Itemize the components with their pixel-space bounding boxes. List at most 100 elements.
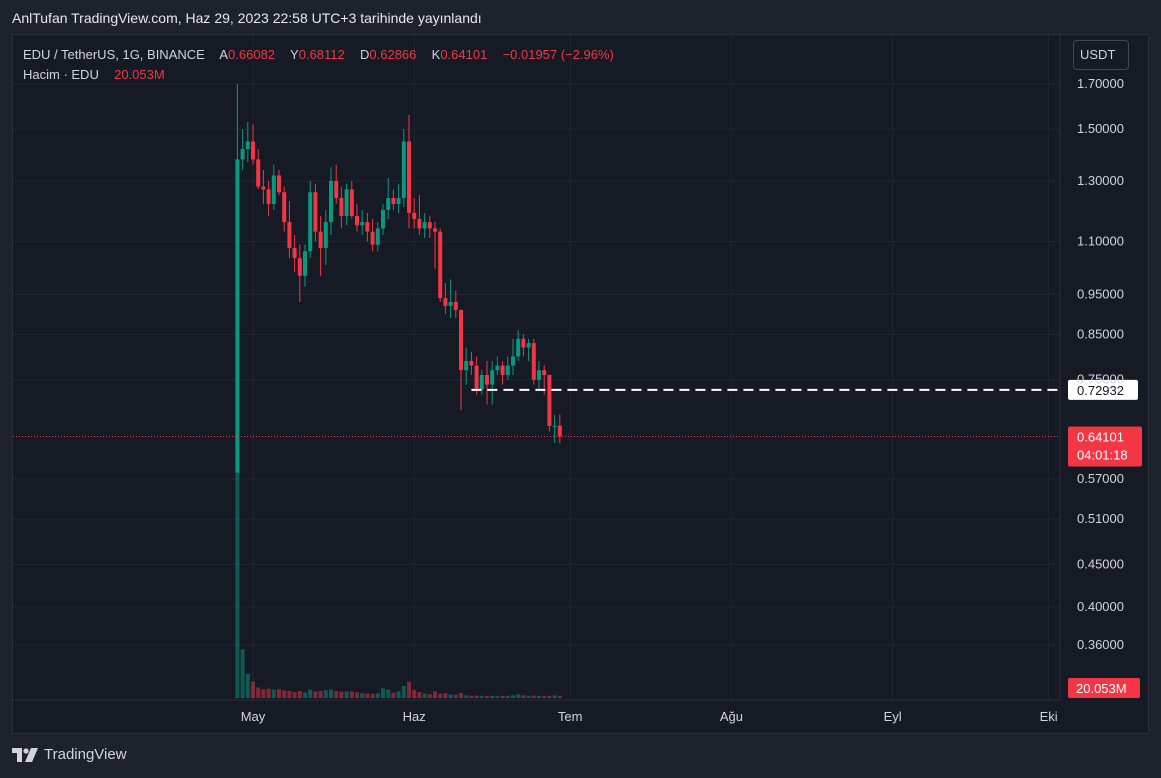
candle <box>318 215 323 276</box>
candle-body <box>495 365 500 371</box>
tradingview-logo[interactable]: TradingView <box>12 746 127 763</box>
volume-bar <box>266 688 271 698</box>
volume-bar <box>381 688 385 698</box>
volume-bar <box>245 673 250 698</box>
candle <box>323 209 328 266</box>
volume-bar <box>365 693 370 698</box>
candle <box>256 149 261 190</box>
candle <box>453 290 458 318</box>
candle-body <box>505 365 510 375</box>
volume-bar <box>297 691 302 698</box>
y-tick-label: 1.50000 <box>1077 121 1124 136</box>
candle-body <box>329 180 333 223</box>
last-price-label: 0.64101 <box>1077 429 1124 444</box>
candle <box>391 189 396 210</box>
volume-bar <box>329 689 333 698</box>
candle <box>407 115 411 229</box>
currency-selector[interactable]: USDT <box>1073 40 1129 70</box>
volume-bar <box>407 681 411 698</box>
volume-bar <box>303 692 307 698</box>
candle <box>329 167 333 235</box>
candle-body <box>256 159 261 187</box>
candle <box>511 338 515 375</box>
candle <box>303 244 307 287</box>
candle <box>370 219 375 252</box>
candle-body <box>500 365 505 375</box>
publish-info: AnlTufan TradingView.com, Haz 29, 2023 2… <box>12 10 482 26</box>
candle-body <box>240 149 245 160</box>
candle-body <box>277 175 281 193</box>
high-label: Y <box>290 47 299 62</box>
candle-body <box>381 209 385 229</box>
candle-body <box>375 228 380 245</box>
candle <box>240 129 245 170</box>
volume-bar <box>277 689 281 698</box>
volume-bar <box>422 693 427 698</box>
candle-body <box>235 159 240 473</box>
volume-bar <box>537 696 541 698</box>
y-tick-label: 0.95000 <box>1077 286 1124 301</box>
candle-body <box>464 360 469 371</box>
candle-body <box>266 189 271 204</box>
low-label: D <box>360 47 370 62</box>
candle-body <box>443 298 448 306</box>
x-tick-label: Eki <box>1040 709 1058 724</box>
volume-bar <box>464 695 469 698</box>
low-value: 0.62866 <box>369 47 417 62</box>
candle-body <box>547 374 552 426</box>
price-candles <box>235 84 562 473</box>
countdown-label: 04:01:18 <box>1077 447 1128 462</box>
candle <box>464 347 469 385</box>
volume-bar <box>375 693 380 698</box>
horizontal-line-label: 0.72932 <box>1077 383 1124 398</box>
candle <box>479 370 484 395</box>
candle-body <box>526 343 531 348</box>
volume-bar <box>360 693 365 698</box>
candle <box>297 244 302 302</box>
candle-body <box>537 370 541 380</box>
candle-body <box>422 222 427 229</box>
candle <box>313 183 318 242</box>
brand-name: TradingView <box>44 746 127 763</box>
candle-body <box>344 189 349 216</box>
candle <box>292 234 297 273</box>
symbol-label[interactable]: EDU / TetherUS, 1G, BINANCE <box>23 47 205 62</box>
x-tick-label: Eyl <box>884 709 902 724</box>
y-tick-label: 0.40000 <box>1077 599 1124 614</box>
last-price-tag <box>1068 426 1142 467</box>
candle-body <box>271 175 276 204</box>
candle-body <box>251 141 255 160</box>
volume-bar <box>417 692 422 698</box>
chart-frame[interactable] <box>12 34 1149 734</box>
candle <box>547 374 552 432</box>
volume-bar <box>355 692 359 698</box>
volume-bars <box>235 433 562 698</box>
candle-body <box>282 192 287 223</box>
close-value: 0.64101 <box>440 47 488 62</box>
candle-body <box>323 222 328 248</box>
candle <box>443 283 448 314</box>
volume-bar <box>251 681 255 698</box>
y-tick-label: 0.45000 <box>1077 556 1124 571</box>
candle-body <box>245 141 250 150</box>
volume-label[interactable]: Hacim · EDU <box>23 67 99 82</box>
candle <box>282 186 287 232</box>
candle-body <box>448 301 453 306</box>
candle-body <box>287 222 292 248</box>
volume-bar <box>334 690 339 698</box>
close-label: K <box>431 47 441 62</box>
volume-bar <box>271 689 276 698</box>
high-value: 0.68112 <box>298 47 345 62</box>
candle-body <box>370 231 375 245</box>
candle <box>537 360 541 390</box>
candle <box>375 222 380 252</box>
candle-body <box>453 301 458 310</box>
candle <box>386 178 391 220</box>
volume-bar <box>531 695 536 698</box>
candle <box>412 198 417 229</box>
candle <box>251 124 255 165</box>
candle <box>526 338 531 361</box>
volume-tag <box>1068 678 1140 698</box>
volume-bar <box>386 689 391 698</box>
